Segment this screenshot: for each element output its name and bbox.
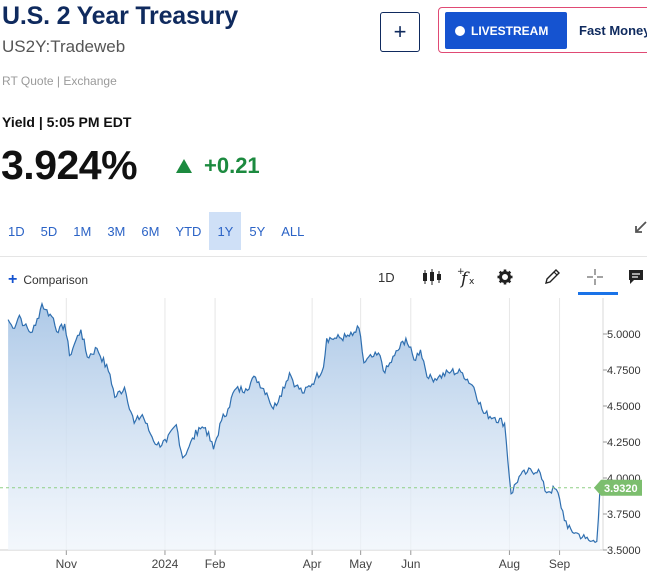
add-to-watchlist-button[interactable]: + [380, 12, 420, 52]
range-button-5d[interactable]: 5D [40, 223, 58, 239]
quote-type: RT Quote | Exchange [2, 74, 117, 88]
last-value-badge-shape [594, 479, 642, 496]
range-button-ytd[interactable]: YTD [175, 223, 202, 239]
up-arrow-icon [176, 159, 192, 173]
y-tick-label: 5.0000 [607, 329, 641, 341]
x-tick-label: Nov [56, 557, 77, 571]
yield-timestamp: Yield | 5:05 PM EDT [2, 114, 132, 130]
last-value-label: 3.9320 [604, 483, 638, 495]
crosshair-icon[interactable] [584, 266, 606, 288]
x-tick-label: Aug [499, 557, 520, 571]
live-dot-icon [455, 25, 465, 36]
range-button-5y[interactable]: 5Y [249, 223, 266, 239]
price-area [8, 303, 601, 550]
svg-text:f: f [459, 269, 470, 288]
ticker-symbol: US2Y:Tradeweb [2, 37, 126, 56]
x-tick-label: Jun [401, 557, 420, 571]
range-button-1m[interactable]: 1M [73, 223, 92, 239]
comment-icon[interactable] [625, 266, 647, 288]
active-tool-indicator [578, 292, 618, 295]
price-change: +0.21 [176, 153, 260, 179]
x-tick-label: May [349, 557, 372, 571]
plus-icon: + [8, 271, 18, 288]
expand-icon[interactable] [632, 220, 647, 236]
function-icon[interactable]: f x + [457, 266, 479, 288]
svg-text:+: + [457, 267, 465, 277]
livestream-label: LIVESTREAM [471, 23, 549, 38]
range-button-1y[interactable]: 1Y [209, 212, 242, 250]
price-line [7, 301, 601, 544]
svg-text:x: x [469, 277, 475, 287]
price-chart[interactable]: 5.00004.75004.50004.25004.00003.75003.50… [0, 298, 647, 578]
x-tick-label: 2024 [152, 557, 179, 571]
x-tick-label: Sep [549, 557, 571, 571]
toolbar-divider [0, 256, 647, 257]
interval-selector[interactable]: 1D [378, 270, 395, 285]
range-button-6m[interactable]: 6M [141, 223, 160, 239]
last-value-badge: 3.9320 [594, 479, 642, 496]
range-button-all[interactable]: ALL [281, 223, 305, 239]
y-tick-label: 4.2500 [607, 437, 641, 449]
comparison-button[interactable]: + Comparison [8, 271, 88, 289]
y-tick-label: 4.7500 [607, 365, 641, 377]
livestream-banner[interactable]: LIVESTREAM Fast Money [438, 7, 647, 53]
x-tick-label: Feb [205, 557, 226, 571]
page-title: U.S. 2 Year Treasury [2, 2, 238, 30]
y-tick-label: 3.5000 [607, 545, 641, 557]
pencil-icon[interactable] [541, 266, 563, 288]
livestream-show-name[interactable]: Fast Money [579, 23, 647, 38]
gear-icon[interactable] [494, 266, 516, 288]
comparison-label: Comparison [23, 273, 89, 287]
candlestick-icon[interactable] [421, 266, 443, 288]
y-tick-label: 4.5000 [607, 401, 641, 413]
change-value: +0.21 [204, 153, 260, 178]
range-button-3m[interactable]: 3M [107, 223, 126, 239]
last-price: 3.924% [1, 142, 138, 188]
range-button-1d[interactable]: 1D [8, 223, 25, 239]
range-selector: 1D 5D 1M 3M 6M YTD 1Y 5Y ALL [0, 212, 312, 250]
livestream-button[interactable]: LIVESTREAM [445, 12, 567, 49]
y-tick-label: 3.7500 [607, 509, 641, 521]
x-tick-label: Apr [303, 557, 322, 571]
